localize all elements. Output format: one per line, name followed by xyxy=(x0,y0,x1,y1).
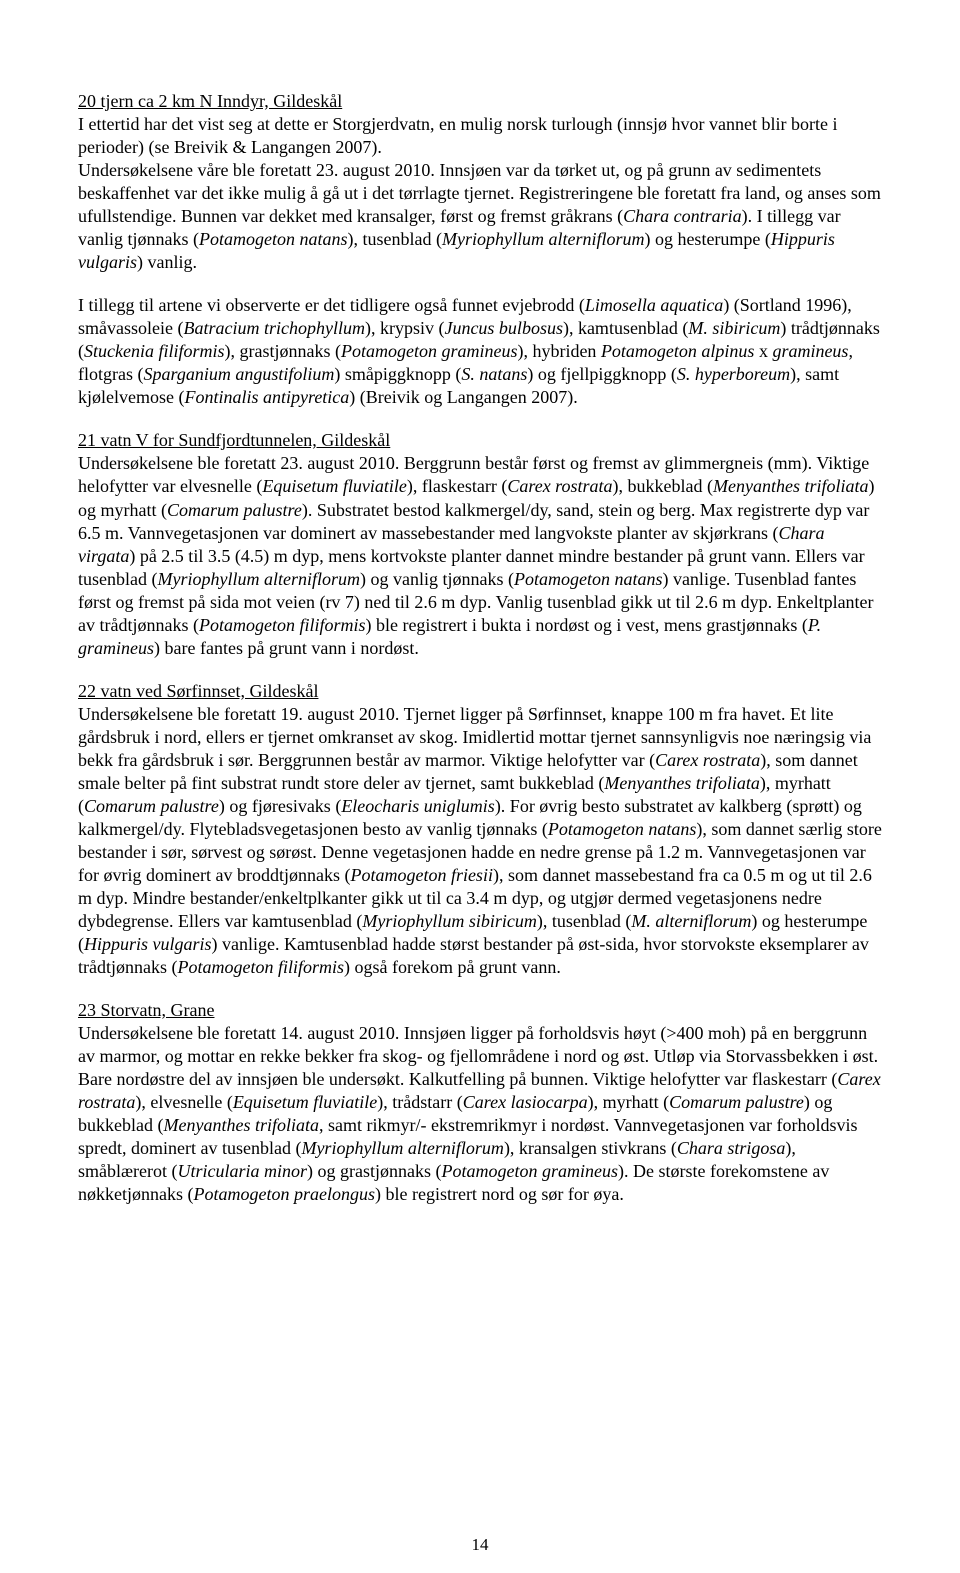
species-name: Menyanthes trifoliata xyxy=(163,1115,318,1135)
text-run: ), kransalgen stivkrans ( xyxy=(504,1138,677,1158)
text-run: ), elvesnelle ( xyxy=(135,1092,232,1112)
text-run: ), grastjønnaks ( xyxy=(224,341,340,361)
text-run: I ettertid har det vist seg at dette er … xyxy=(78,114,838,157)
text-run: ) vanlig. xyxy=(137,252,197,272)
text-run: ), krypsiv ( xyxy=(365,318,445,338)
species-name: Batracium trichophyllum xyxy=(183,318,364,338)
species-name: Potamogeton filiformis xyxy=(199,615,366,635)
species-name: Chara contraria xyxy=(623,206,742,226)
body-paragraph: Undersøkelsene ble foretatt 23. august 2… xyxy=(78,452,882,659)
text-run: ) og fjellpiggknopp ( xyxy=(527,364,676,384)
species-name: M. alterniflorum xyxy=(631,911,751,931)
species-name: Equisetum fluviatile xyxy=(262,476,406,496)
text-run: ) og fjøresivaks ( xyxy=(219,796,341,816)
body-paragraph: I ettertid har det vist seg at dette er … xyxy=(78,113,882,274)
species-name: Potamogeton praelongus xyxy=(193,1184,375,1204)
species-name: Menyanthes trifoliata xyxy=(604,773,759,793)
body-paragraph: I tillegg til artene vi observerte er de… xyxy=(78,294,882,409)
species-name: S. hyperboreum xyxy=(677,364,790,384)
species-name: Chara strigosa xyxy=(677,1138,786,1158)
text-run: ) bare fantes på grunt vann i nordøst. xyxy=(154,638,419,658)
species-name: M. sibiricum xyxy=(688,318,780,338)
text-run: ) (Breivik og Langangen 2007). xyxy=(349,387,577,407)
species-name: Utricularia minor xyxy=(177,1161,307,1181)
species-name: Potamogeton alpinus xyxy=(601,341,755,361)
species-name: Comarum palustre xyxy=(84,796,219,816)
text-run: ), hybriden xyxy=(517,341,600,361)
species-name: S. natans xyxy=(461,364,527,384)
species-name: Myriophyllum sibiricum xyxy=(362,911,536,931)
species-name: Potamogeton gramineus xyxy=(441,1161,617,1181)
species-name: Potamogeton filiformis xyxy=(177,957,344,977)
species-name: Potamogeton gramineus xyxy=(341,341,517,361)
species-name: Comarum palustre xyxy=(167,500,302,520)
body-paragraph: Undersøkelsene ble foretatt 14. august 2… xyxy=(78,1022,882,1206)
species-name: Juncus bulbosus xyxy=(444,318,563,338)
species-name: Carex rostrata xyxy=(507,476,612,496)
text-run: ), trådstarr ( xyxy=(377,1092,462,1112)
section-title: 23 Storvatn, Grane xyxy=(78,999,882,1022)
species-name: Stuckenia filiformis xyxy=(84,341,224,361)
species-name: Hippuris vulgaris xyxy=(84,934,212,954)
text-run: ) småpiggknopp ( xyxy=(334,364,461,384)
species-name: Menyanthes trifoliata xyxy=(713,476,868,496)
text-run: ), tusenblad ( xyxy=(537,911,631,931)
text-run: ) ble registrert nord og sør for øya. xyxy=(375,1184,624,1204)
species-name: Potamogeton natans xyxy=(199,229,348,249)
species-name: Myriophyllum alterniflorum xyxy=(301,1138,503,1158)
text-run: ), tusenblad ( xyxy=(347,229,441,249)
species-name: Myriophyllum alterniflorum xyxy=(442,229,644,249)
section-title: 22 vatn ved Sørfinnset, Gildeskål xyxy=(78,680,882,703)
text-run: ), myrhatt ( xyxy=(588,1092,669,1112)
species-name: Sparganium angustifolium xyxy=(143,364,334,384)
body-paragraph: Undersøkelsene ble foretatt 19. august 2… xyxy=(78,703,882,979)
species-name: gramineus xyxy=(772,341,848,361)
text-run: ), kamtusenblad ( xyxy=(563,318,688,338)
text-run: x xyxy=(754,341,772,361)
species-name: Carex lasiocarpa xyxy=(463,1092,588,1112)
text-run: ), bukkeblad ( xyxy=(613,476,713,496)
species-name: Myriophyllum alterniflorum xyxy=(157,569,359,589)
text-run: ) ble registrert i bukta i nordøst og i … xyxy=(365,615,807,635)
document-page: 20 tjern ca 2 km N Inndyr, Gildeskål I e… xyxy=(0,0,960,1573)
text-run: Undersøkelsene ble foretatt 14. august 2… xyxy=(78,1023,878,1089)
section-title: 21 vatn V for Sundfjordtunnelen, Gildesk… xyxy=(78,429,882,452)
section-title: 20 tjern ca 2 km N Inndyr, Gildeskål xyxy=(78,90,882,113)
species-name: Equisetum fluviatile xyxy=(233,1092,377,1112)
text-run: ) og hesterumpe ( xyxy=(644,229,770,249)
page-number: 14 xyxy=(0,1535,960,1555)
species-name: Fontinalis antipyretica xyxy=(184,387,349,407)
species-name: Eleocharis uniglumis xyxy=(341,796,495,816)
species-name: Comarum palustre xyxy=(669,1092,804,1112)
text-run: ) og vanlig tjønnaks ( xyxy=(360,569,514,589)
text-run: ) og grastjønnaks ( xyxy=(307,1161,441,1181)
species-name: Potamogeton natans xyxy=(514,569,663,589)
text-run: I tillegg til artene vi observerte er de… xyxy=(78,295,585,315)
species-name: Limosella aquatica xyxy=(585,295,724,315)
species-name: Potamogeton natans xyxy=(548,819,697,839)
text-run: ), flaskestarr ( xyxy=(407,476,507,496)
text-run: ) også forekom på grunt vann. xyxy=(344,957,561,977)
species-name: Carex rostrata xyxy=(655,750,760,770)
species-name: Potamogeton friesii xyxy=(350,865,493,885)
